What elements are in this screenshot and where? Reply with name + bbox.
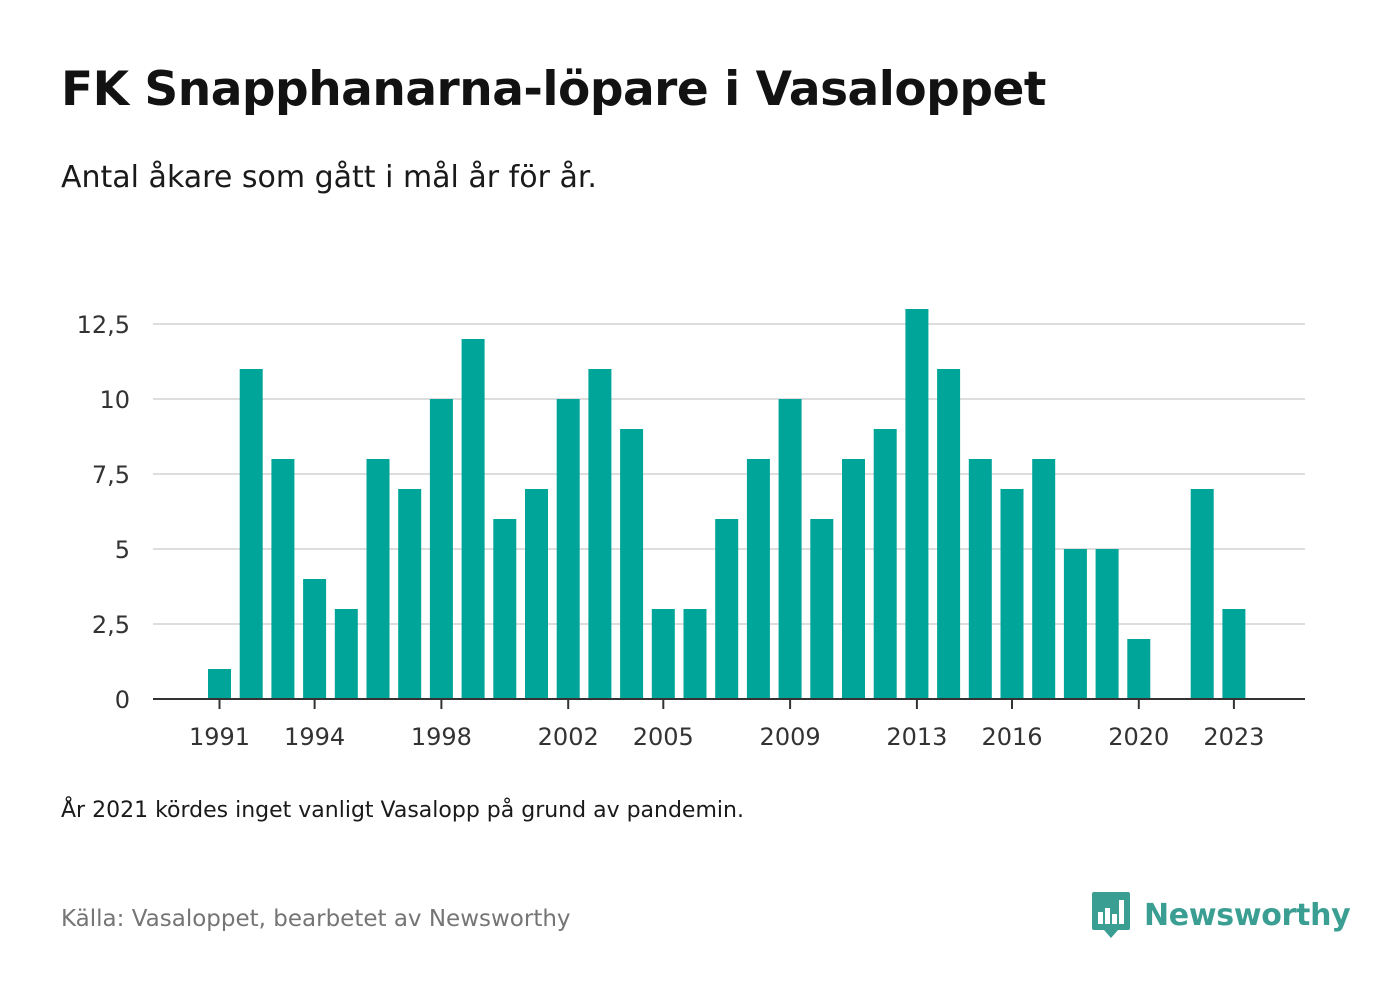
footnote: År 2021 kördes inget vanligt Vasalopp på… — [61, 798, 744, 823]
bar-2018 — [1063, 549, 1087, 699]
brand-name: Newsworthy — [1144, 897, 1351, 933]
bar-1998 — [429, 399, 453, 699]
bar-2022 — [1190, 489, 1214, 699]
newsworthy-logo-icon — [1092, 892, 1130, 938]
x-tick-label: 1991 — [189, 723, 250, 751]
bar-1996 — [366, 459, 390, 699]
bar-2009 — [778, 399, 802, 699]
chart-subtitle: Antal åkare som gått i mål år för år. — [61, 160, 597, 195]
bar-2014 — [937, 369, 961, 699]
bar-2007 — [715, 519, 739, 699]
bar-2000 — [493, 519, 517, 699]
bar-2012 — [873, 429, 897, 699]
x-tick-label: 2020 — [1108, 723, 1169, 751]
x-tick-label: 2013 — [886, 723, 947, 751]
bar-2010 — [810, 519, 834, 699]
bar-2019 — [1095, 549, 1119, 699]
bar-2016 — [1000, 489, 1024, 699]
bar-2002 — [556, 399, 580, 699]
bar-1994 — [303, 579, 327, 699]
bar-1991 — [208, 669, 231, 699]
x-tick-label: 2005 — [633, 723, 694, 751]
bar-1992 — [239, 369, 263, 699]
bar-2023 — [1222, 609, 1246, 699]
bar-2015 — [968, 459, 992, 699]
bars — [208, 309, 1246, 699]
y-tick-label: 2,5 — [92, 611, 130, 639]
bar-2017 — [1032, 459, 1056, 699]
x-tick-label: 1994 — [284, 723, 345, 751]
axes: 0 2,5 5 7,5 10 12,5 1991 1994 1998 2002 2005 2009 20… — [77, 311, 1305, 751]
y-tick-label: 0 — [115, 686, 130, 714]
bar-1999 — [461, 339, 485, 699]
x-tick-label: 2009 — [760, 723, 821, 751]
y-tick-label: 12,5 — [77, 311, 130, 339]
x-tick-label: 2016 — [981, 723, 1042, 751]
chart-title: FK Snapphanarna-löpare i Vasaloppet — [61, 62, 1046, 117]
bar-2020 — [1127, 639, 1151, 699]
bar-2006 — [683, 609, 707, 699]
bar-2008 — [746, 459, 770, 699]
y-tick-label: 10 — [99, 386, 130, 414]
x-tick-label: 2023 — [1203, 723, 1264, 751]
y-tick-label: 7,5 — [92, 461, 130, 489]
bar-2005 — [651, 609, 675, 699]
x-tick-label: 1998 — [411, 723, 472, 751]
bar-1997 — [398, 489, 422, 699]
bar-1993 — [271, 459, 295, 699]
bar-2003 — [588, 369, 612, 699]
brand-logo: Newsworthy — [1090, 890, 1351, 940]
bar-2001 — [525, 489, 548, 699]
x-tick-label: 2002 — [538, 723, 599, 751]
y-tick-label: 5 — [115, 536, 130, 564]
bar-2004 — [620, 429, 644, 699]
source-credit: Källa: Vasaloppet, bearbetet av Newswort… — [61, 906, 571, 932]
bar-1995 — [334, 609, 358, 699]
bar-2013 — [905, 309, 929, 699]
bar-2011 — [842, 459, 865, 699]
